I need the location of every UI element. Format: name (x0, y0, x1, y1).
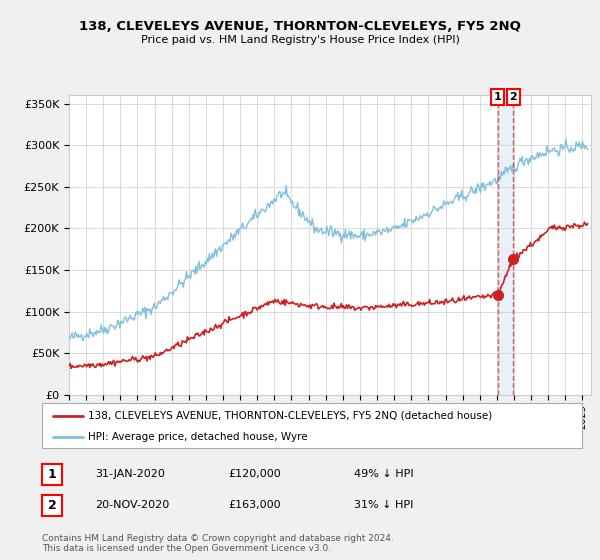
Text: 2: 2 (509, 92, 517, 102)
Text: 31% ↓ HPI: 31% ↓ HPI (354, 500, 413, 510)
Text: 1: 1 (494, 92, 501, 102)
Text: 138, CLEVELEYS AVENUE, THORNTON-CLEVELEYS, FY5 2NQ (detached house): 138, CLEVELEYS AVENUE, THORNTON-CLEVELEY… (88, 410, 492, 421)
Text: Price paid vs. HM Land Registry's House Price Index (HPI): Price paid vs. HM Land Registry's House … (140, 35, 460, 45)
Text: £120,000: £120,000 (228, 469, 281, 479)
Text: Contains HM Land Registry data © Crown copyright and database right 2024.
This d: Contains HM Land Registry data © Crown c… (42, 534, 394, 553)
Text: 138, CLEVELEYS AVENUE, THORNTON-CLEVELEYS, FY5 2NQ: 138, CLEVELEYS AVENUE, THORNTON-CLEVELEY… (79, 20, 521, 32)
Text: 2: 2 (47, 499, 56, 512)
Text: HPI: Average price, detached house, Wyre: HPI: Average price, detached house, Wyre (88, 432, 308, 442)
Text: 31-JAN-2020: 31-JAN-2020 (95, 469, 164, 479)
Bar (498, 95, 512, 395)
Text: 49% ↓ HPI: 49% ↓ HPI (354, 469, 413, 479)
Text: 20-NOV-2020: 20-NOV-2020 (95, 500, 169, 510)
Text: 1: 1 (47, 468, 56, 481)
Text: £163,000: £163,000 (228, 500, 281, 510)
